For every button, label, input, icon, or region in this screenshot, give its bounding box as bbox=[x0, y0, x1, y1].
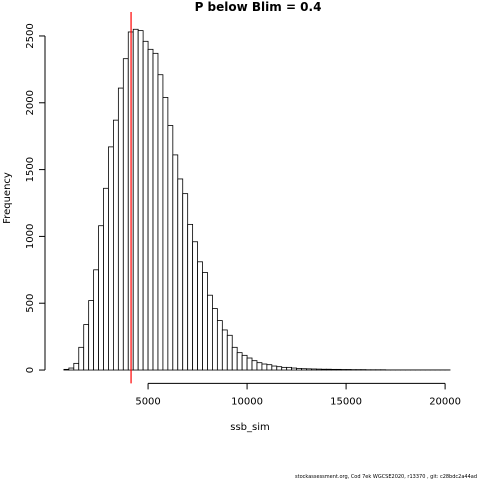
bar bbox=[63, 368, 70, 371]
bar bbox=[291, 367, 297, 371]
bar bbox=[261, 363, 268, 371]
bar bbox=[345, 369, 352, 371]
x-tick-label: 5000 bbox=[135, 396, 160, 407]
bar bbox=[276, 366, 283, 371]
bar bbox=[117, 87, 124, 371]
bar bbox=[73, 362, 80, 371]
y-tick-label: 0 bbox=[25, 367, 36, 373]
bar bbox=[340, 369, 347, 371]
bar bbox=[93, 269, 99, 371]
bar bbox=[152, 52, 159, 371]
y-tick-label: 500 bbox=[25, 294, 36, 313]
bar bbox=[103, 187, 109, 371]
bar bbox=[172, 154, 179, 371]
bar bbox=[296, 368, 302, 371]
bar bbox=[281, 366, 288, 371]
bar bbox=[177, 178, 184, 371]
x-tick-label: 20000 bbox=[429, 396, 461, 407]
bar bbox=[330, 368, 337, 371]
chart-title: P below Blim = 0.4 bbox=[195, 0, 322, 14]
bar bbox=[187, 223, 194, 371]
bar bbox=[325, 368, 332, 371]
x-axis-label: ssb_sim bbox=[230, 422, 270, 433]
bar bbox=[251, 360, 258, 371]
bar bbox=[241, 354, 248, 371]
x-tick-label: 15000 bbox=[330, 396, 362, 407]
bar bbox=[98, 225, 104, 371]
bar bbox=[132, 28, 139, 371]
bar bbox=[162, 97, 169, 371]
y-tick-label: 1500 bbox=[25, 157, 36, 182]
bar bbox=[231, 346, 238, 371]
bar bbox=[266, 364, 273, 371]
bar bbox=[306, 368, 312, 371]
bar bbox=[216, 320, 223, 371]
bar bbox=[78, 346, 85, 371]
bar bbox=[226, 334, 233, 371]
bar bbox=[246, 357, 253, 371]
bar bbox=[157, 74, 164, 371]
bar bbox=[320, 368, 327, 371]
bar bbox=[286, 366, 293, 371]
bar bbox=[137, 30, 144, 371]
bar bbox=[197, 261, 203, 371]
bar bbox=[147, 48, 154, 371]
bar bbox=[122, 58, 129, 371]
bar bbox=[301, 368, 307, 371]
bar bbox=[207, 294, 213, 371]
bar bbox=[256, 362, 263, 371]
bar bbox=[315, 368, 322, 371]
bar bbox=[212, 308, 218, 371]
footer: stockassessment.org, Cod 7ek WGCSE2020, … bbox=[295, 474, 477, 480]
bar bbox=[113, 119, 119, 371]
bar bbox=[108, 146, 114, 371]
x-tick-label: 10000 bbox=[231, 396, 263, 407]
y-tick-label: 2000 bbox=[25, 90, 36, 115]
bar bbox=[68, 367, 75, 371]
bar bbox=[88, 300, 95, 371]
bar bbox=[335, 368, 342, 371]
bar bbox=[167, 125, 174, 371]
bar bbox=[271, 365, 278, 371]
bar bbox=[192, 241, 198, 371]
bar bbox=[202, 272, 208, 371]
bar bbox=[236, 352, 243, 371]
bar bbox=[221, 329, 228, 371]
bar bbox=[311, 368, 317, 371]
y-axis-label: Frequency bbox=[2, 172, 13, 224]
bar bbox=[83, 324, 90, 371]
y-tick-label: 1000 bbox=[25, 224, 36, 249]
y-tick-label: 2500 bbox=[25, 23, 36, 48]
bar bbox=[182, 193, 189, 371]
bar bbox=[142, 40, 149, 371]
